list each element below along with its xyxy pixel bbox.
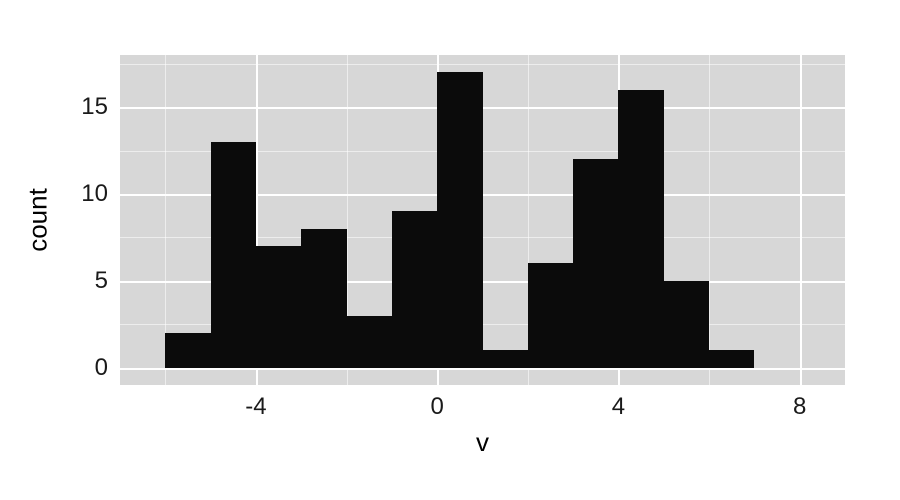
y-tick-label: 15	[0, 93, 108, 121]
plot-panel	[120, 55, 845, 385]
histogram-bar	[483, 350, 528, 367]
histogram-bar	[573, 159, 618, 367]
histogram-bar	[301, 229, 346, 368]
x-tick-label: -4	[245, 393, 266, 421]
histogram-bar	[528, 263, 573, 367]
histogram-bar	[256, 246, 301, 368]
gridline-h-minor	[120, 64, 845, 65]
x-tick-label: 4	[612, 393, 625, 421]
gridline-v-major	[800, 55, 802, 385]
histogram-bar	[437, 72, 482, 367]
histogram-chart: count v 051015-4048	[0, 0, 900, 500]
x-tick-label: 0	[431, 393, 444, 421]
x-tick-label: 8	[793, 393, 806, 421]
y-tick-label: 10	[0, 180, 108, 208]
histogram-bar	[347, 316, 392, 368]
histogram-bar	[618, 90, 663, 368]
histogram-bar	[664, 281, 709, 368]
gridline-h-major	[120, 368, 845, 370]
histogram-bar	[709, 350, 754, 367]
gridline-v-minor	[709, 55, 710, 385]
histogram-bar	[165, 333, 210, 368]
x-axis-title: v	[476, 427, 489, 458]
y-tick-label: 0	[0, 354, 108, 382]
histogram-bar	[392, 211, 437, 367]
gridline-h-major	[120, 107, 845, 109]
histogram-bar	[211, 142, 256, 368]
y-tick-label: 5	[0, 267, 108, 295]
